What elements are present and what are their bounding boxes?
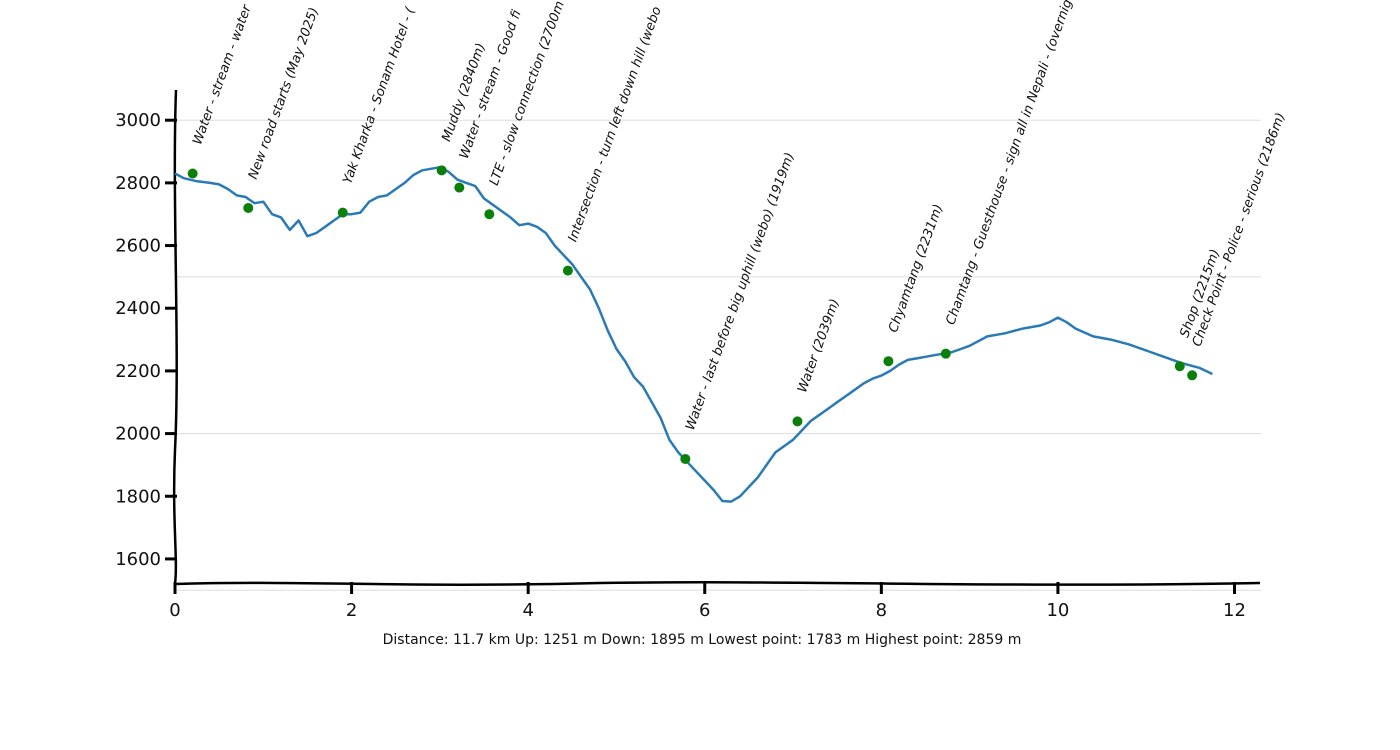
y-tick-label: 2000: [115, 424, 161, 445]
x-axis-line: [174, 581, 1261, 586]
waypoint-label: Chamtang - Guesthouse - sign all in Nepa…: [943, 0, 1075, 327]
waypoint-label: Water - stream - water: [190, 2, 255, 147]
y-tick-label: 3000: [115, 110, 161, 131]
y-tick-label: 2200: [115, 361, 161, 382]
x-tick-label: 10: [1046, 600, 1069, 621]
waypoint-marker: [1174, 361, 1185, 372]
x-axis-ticks: 0 2 4 6 8 10 12: [169, 582, 1246, 621]
y-tick-label: 2400: [115, 298, 161, 319]
waypoint-marker: [792, 416, 803, 427]
gridlines: [175, 119, 1261, 591]
y-tick-label: 2800: [115, 173, 161, 194]
waypoint-label: Intersection - turn left down hill (webo: [566, 5, 665, 244]
waypoint-label: Water - last before big uphill (webo) (1…: [683, 151, 798, 433]
x-tick-label: 2: [346, 600, 357, 621]
elevation-line: [174, 165, 1213, 503]
waypoint-label: New road starts (May 2025): [246, 6, 322, 182]
waypoint-marker: [1187, 370, 1198, 381]
waypoint-marker: [484, 209, 495, 220]
waypoint-label: Check Point - Police - serious (2186m): [1190, 111, 1289, 349]
waypoint-marker: [940, 348, 951, 359]
waypoint-marker: [243, 202, 254, 213]
waypoint-marker: [436, 165, 447, 176]
y-tick-label: 1600: [115, 549, 161, 570]
waypoint-marker: [337, 207, 348, 218]
summary-stats: Distance: 11.7 km Up: 1251 m Down: 1895 …: [383, 632, 1022, 648]
x-tick-label: 12: [1223, 600, 1246, 621]
waypoint-marker: [562, 265, 573, 276]
waypoint-marker: [187, 168, 198, 179]
waypoint-marker: [680, 453, 691, 464]
x-tick-label: 6: [699, 600, 710, 621]
x-tick-label: 0: [169, 600, 180, 621]
waypoint-marker: [883, 356, 894, 367]
x-tick-label: 8: [876, 600, 887, 621]
waypoint-label: Yak Kharka - Sonam Hotel - (: [340, 5, 418, 186]
waypoint-markers: [187, 165, 1198, 464]
y-axis-line: [172, 89, 178, 585]
waypoint-label: Water (2039m): [795, 297, 843, 395]
waypoint-marker: [454, 182, 465, 193]
waypoint-label: LTE - slow connection (2700m: [487, 0, 568, 188]
y-tick-label: 2600: [115, 236, 161, 257]
x-tick-label: 4: [522, 600, 533, 621]
waypoint-label: Chyamtang (2231m): [886, 202, 946, 334]
axes: [172, 89, 1261, 586]
y-axis-ticks: 1600 1800 2000 2200 2400 2600 2800 3000: [115, 110, 177, 570]
y-tick-label: 1800: [115, 486, 161, 507]
